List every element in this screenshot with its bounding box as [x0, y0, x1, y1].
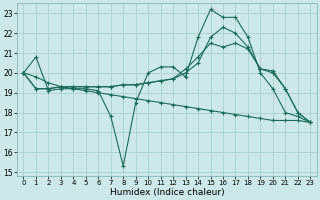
- X-axis label: Humidex (Indice chaleur): Humidex (Indice chaleur): [109, 188, 224, 197]
